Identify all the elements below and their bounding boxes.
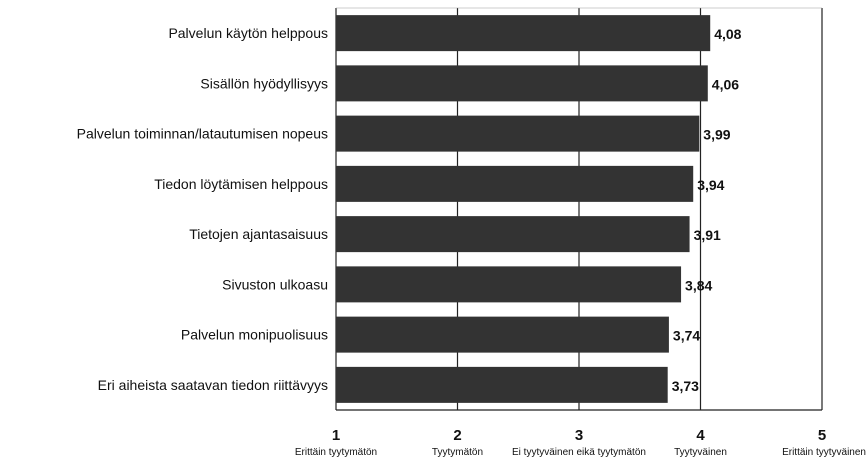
x-tick-label: 1 [332,427,340,444]
category-label: Tietojen ajantasaisuus [189,226,328,242]
bar [336,165,694,202]
value-label: 3,94 [697,177,724,193]
bar-layer [336,15,711,403]
value-label: 3,73 [672,378,699,394]
category-label: Palvelun käytön helppous [168,25,328,41]
x-tick-description: Tyytyväinen [674,447,727,458]
x-tick-description: Erittäin tyytyväinen [782,447,866,458]
x-tick-description: Erittäin tyytymätön [295,447,377,458]
bar [336,15,711,52]
label-layer: Palvelun käytön helppous 4,08 Sisällön hyö… [77,25,742,394]
category-label: Eri aiheista saatavan tiedon riittävyys [98,377,328,393]
value-label: 3,84 [685,277,712,293]
x-axis: 1 Erittäin tyytymätön 2 Tyytymätön 3 Ei tyyty… [295,7,866,458]
value-label: 3,74 [673,328,700,344]
x-tick-label: 2 [453,427,461,444]
bar [336,65,708,102]
category-label: Palvelun monipuolisuus [181,327,328,343]
bar [336,366,668,403]
x-tick-label: 4 [696,427,705,444]
category-label: Sivuston ulkoasu [222,276,328,292]
bar [336,115,700,152]
category-label: Palvelun toiminnan/latautumisen nopeus [77,126,328,142]
value-label: 3,99 [703,127,730,143]
value-label: 4,06 [712,76,739,92]
category-label: Sisällön hyödyllisyys [200,75,328,91]
x-tick-description: Tyytymätön [432,447,483,458]
category-label: Tiedon löytämisen helppous [154,176,328,192]
value-label: 4,08 [714,26,741,42]
bar [336,266,682,303]
x-tick-description: Ei tyytyväinen eikä tyytymätön [512,447,646,458]
bar [336,316,669,353]
x-tick-label: 3 [575,427,583,444]
bar [336,216,690,253]
value-label: 3,91 [694,227,721,243]
x-tick-label: 5 [818,427,826,444]
